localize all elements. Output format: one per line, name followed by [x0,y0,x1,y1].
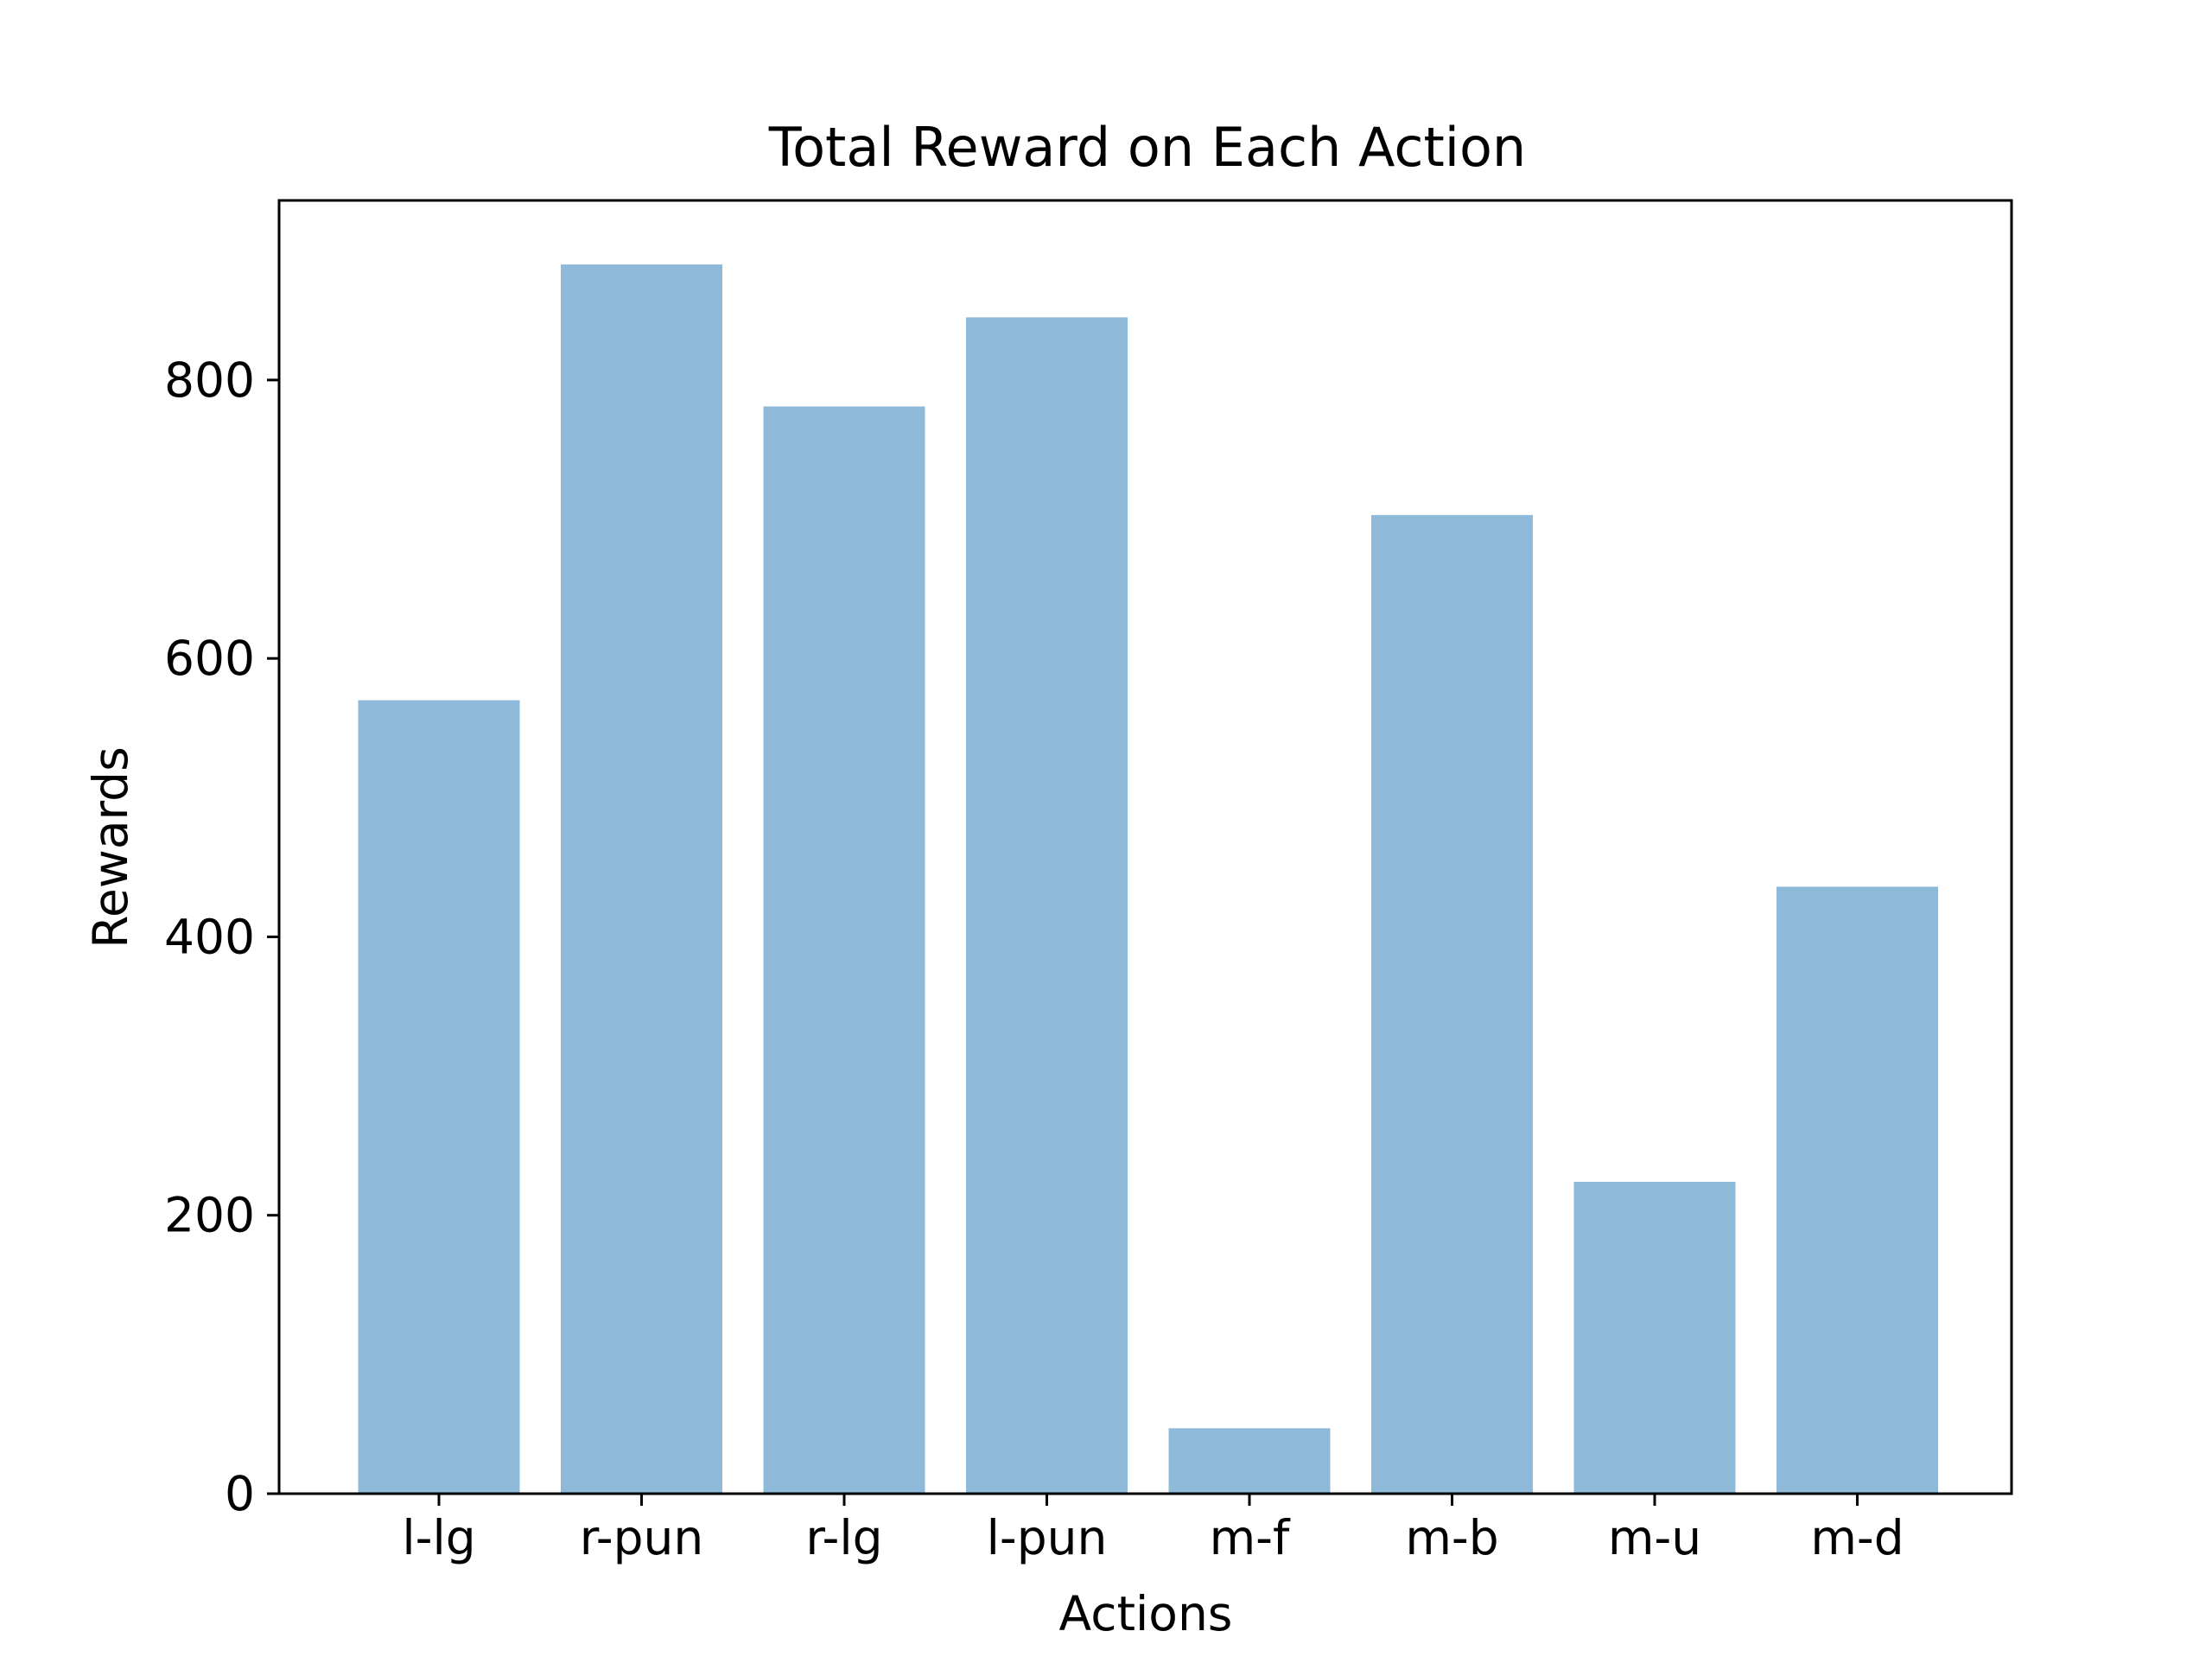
bar-l-pun [966,317,1128,1495]
bar-m-f [1168,1428,1331,1494]
bar-m-d [1777,886,1938,1494]
y-tick-label: 800 [164,352,255,408]
x-tick-label: m-u [1608,1510,1701,1565]
x-tick-label: m-f [1210,1510,1291,1565]
x-tick-label: r-pun [580,1510,704,1565]
x-tick-label: m-b [1405,1510,1498,1565]
x-tick-label: m-d [1810,1510,1904,1565]
bar-l-lg [358,700,520,1494]
x-axis: l-lg r-pun r-lg l-pun m-f m-b m-u m-d [402,1494,1904,1565]
y-axis: 0 200 400 600 800 [164,352,279,1521]
chart-title: Total Reward on Each Action [768,116,1526,179]
bar-r-pun [561,264,722,1494]
x-tick-label: l-lg [402,1510,475,1565]
bar-m-u [1573,1182,1736,1494]
x-tick-label: r-lg [805,1510,882,1565]
bar-m-b [1371,515,1533,1494]
y-tick-label: 200 [164,1188,255,1243]
x-tick-label: l-pun [987,1510,1108,1565]
plot-frame [277,199,2013,1495]
x-axis-label: Actions [1059,1586,1233,1641]
y-tick-label: 0 [225,1466,255,1521]
y-axis-label: Rewards [83,746,138,948]
bar-r-lg [763,406,925,1494]
y-tick-label: 400 [164,909,255,964]
y-tick-label: 600 [164,631,255,686]
bars-group [358,264,1938,1495]
